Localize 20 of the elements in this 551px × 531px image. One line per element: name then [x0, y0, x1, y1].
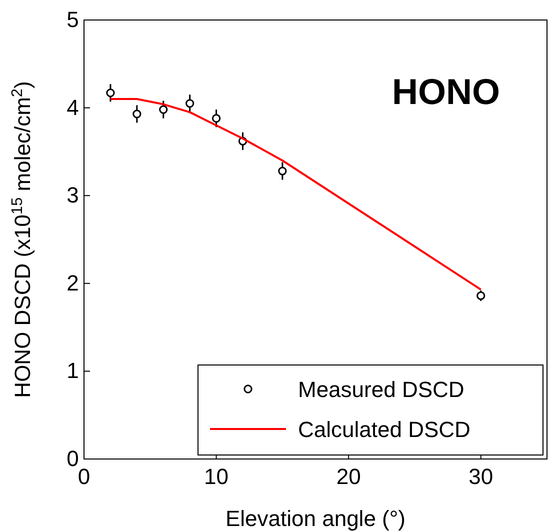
y-tick-label: 2: [66, 270, 79, 296]
y-tick-label: 4: [66, 94, 79, 120]
point: [212, 114, 221, 123]
y-tick-label: 1: [66, 358, 79, 384]
point: [132, 110, 142, 118]
x-tick-label: 30: [468, 464, 494, 489]
x-axis-title: Elevation angle (°): [225, 506, 406, 531]
point: [159, 105, 168, 114]
x-tick-label: 10: [204, 464, 229, 489]
y-tick-label: 3: [66, 182, 79, 208]
x-tick-label: 20: [336, 464, 361, 489]
y-tick-label: 0: [66, 446, 79, 472]
point: [106, 88, 115, 98]
point: [278, 166, 287, 176]
annotation: HONO: [392, 71, 500, 112]
y-tick-label: 5: [66, 7, 79, 32]
legend-label: Calculated DSCD: [298, 417, 470, 442]
point: [186, 99, 194, 108]
point: [476, 291, 486, 300]
legend-label: Measured DSCD: [298, 377, 464, 402]
